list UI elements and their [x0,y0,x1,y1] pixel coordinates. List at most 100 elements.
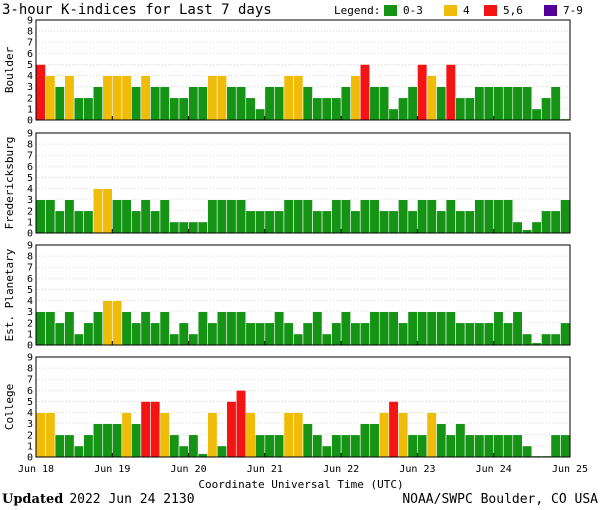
bar-est-planetary [64,311,75,346]
bar-fredericksburg [293,199,304,234]
bar-boulder [169,97,180,121]
bar-fredericksburg [302,199,313,234]
bar-est-planetary [140,311,151,346]
bar-boulder [216,75,228,121]
bar-college [398,412,409,458]
bar-boulder [407,86,418,121]
bar-est-planetary [512,311,523,346]
bar-est-planetary [111,300,123,346]
y-tick-label: 6 [27,386,33,397]
bar-est-planetary [159,311,170,346]
bar-college [445,434,456,458]
panel-frame [35,19,571,121]
x-tick-label: Jun 18 [18,464,54,475]
bar-fredericksburg [150,210,161,234]
y-tick-label: 8 [27,140,33,151]
bar-fredericksburg [436,210,447,234]
y-tick-label: 2 [27,318,33,329]
bar-college [45,412,56,458]
panel-label: College [3,384,16,430]
bar-est-planetary [274,311,285,346]
bar-boulder [464,97,475,121]
bar-college [331,434,342,458]
legend-item-storm: 5,6 [503,4,523,17]
bar-fredericksburg [455,210,466,234]
x-axis-label: Coordinate Universal Time (UTC) [198,478,403,491]
bar-fredericksburg [474,199,485,234]
bar-fredericksburg [197,221,208,234]
bar-est-planetary [541,333,552,346]
panel-frame [35,244,571,346]
bar-college [92,423,104,458]
bar-fredericksburg [531,221,542,234]
bar-college [312,434,323,458]
bar-fredericksburg [350,210,361,234]
y-tick-label: 1 [27,329,33,340]
bar-boulder [474,86,485,121]
bar-est-planetary [102,300,113,346]
bar-boulder [274,86,285,121]
bar-boulder [417,64,428,121]
bar-boulder [73,97,84,121]
y-tick-label: 8 [27,27,33,38]
y-tick-label: 2 [27,430,33,441]
bar-fredericksburg [73,210,84,234]
bar-est-planetary [264,322,275,346]
bar-college [359,423,371,458]
x-tick-label: Jun 20 [171,464,207,475]
x-tick-label: Jun 22 [323,464,359,475]
bar-college [73,445,84,458]
bar-est-planetary [340,311,351,346]
bar-fredericksburg [64,199,75,234]
y-tick-label: 6 [27,274,33,285]
bar-boulder [369,86,380,121]
bar-fredericksburg [388,210,399,234]
bar-est-planetary [483,322,495,346]
legend-swatch-storm [484,5,497,16]
y-tick-label: 7 [27,263,33,274]
bar-fredericksburg [417,199,428,234]
bar-college [150,401,161,458]
bar-est-planetary [73,333,84,346]
bar-college [502,434,514,458]
bar-boulder [226,86,237,121]
y-tick-label: 4 [27,184,33,195]
bar-college [131,423,142,458]
bar-boulder [255,108,266,121]
y-tick-label: 9 [27,353,33,364]
x-tick-label: Jun 21 [247,464,283,475]
bar-fredericksburg [483,199,495,234]
y-tick-label: 5 [27,397,33,408]
y-tick-label: 4 [27,296,33,307]
bar-est-planetary [245,322,256,346]
bar-college [102,423,113,458]
bar-boulder [522,86,533,121]
bar-est-planetary [359,322,371,346]
bar-boulder [483,86,495,121]
y-tick-label: 4 [27,71,33,82]
bar-fredericksburg [550,210,561,234]
y-tick-label: 0 [27,229,33,240]
y-tick-label: 7 [27,375,33,386]
chart-title: 3-hour K-indices for Last 7 days [2,2,272,18]
y-tick-label: 7 [27,151,33,162]
bar-boulder [207,75,218,121]
bar-fredericksburg [169,221,180,234]
bar-fredericksburg [188,221,199,234]
bar-fredericksburg [407,210,418,234]
bar-boulder [455,97,466,121]
bar-boulder [502,86,514,121]
footer-updated: Updated 2022 Jun 24 2130 [2,492,195,507]
bar-fredericksburg [216,199,228,234]
bar-boulder [159,86,170,121]
y-tick-label: 5 [27,60,33,71]
bar-est-planetary [464,322,475,346]
bar-fredericksburg [178,221,189,234]
bar-college [340,434,351,458]
bar-fredericksburg [493,199,504,234]
bar-est-planetary [550,333,561,346]
bar-est-planetary [436,311,447,346]
bar-fredericksburg [131,210,142,234]
